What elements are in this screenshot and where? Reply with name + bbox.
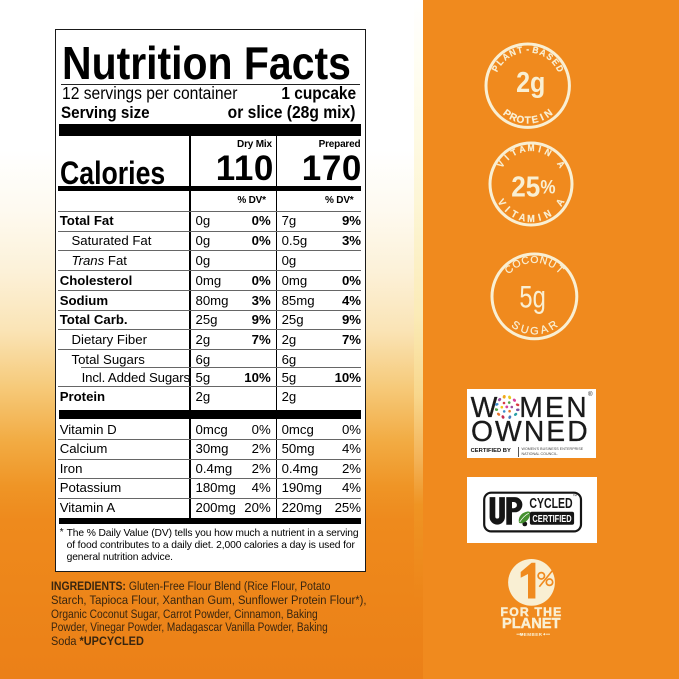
svg-text:E: E xyxy=(531,114,540,126)
svg-text:A: A xyxy=(555,159,567,170)
svg-text:N: N xyxy=(507,46,517,58)
svg-text:25%: 25% xyxy=(511,170,555,203)
svg-text:I: I xyxy=(539,112,546,123)
svg-text:A: A xyxy=(539,323,550,337)
svg-text:5g: 5g xyxy=(519,279,545,314)
svg-text:L: L xyxy=(494,56,506,67)
svg-text:I: I xyxy=(502,153,511,162)
svg-text:CERTIFIED: CERTIFIED xyxy=(532,513,572,524)
svg-text:I: I xyxy=(502,204,512,214)
svg-text:M: M xyxy=(527,213,535,224)
svg-text:MEMBER: MEMBER xyxy=(520,632,543,637)
svg-text:O: O xyxy=(515,114,525,126)
svg-text:A: A xyxy=(517,143,526,155)
svg-text:N: N xyxy=(538,255,548,268)
svg-text:T: T xyxy=(509,146,519,158)
svg-text:A: A xyxy=(500,50,512,62)
svg-text:O: O xyxy=(530,255,538,266)
svg-text:U: U xyxy=(519,323,530,337)
svg-text:G: G xyxy=(530,325,539,337)
svg-text:I: I xyxy=(537,144,542,155)
svg-text:M: M xyxy=(527,143,534,153)
svg-text:V: V xyxy=(495,159,507,170)
svg-text:T: T xyxy=(525,115,531,126)
svg-text:P: P xyxy=(490,63,502,73)
svg-text:S: S xyxy=(544,51,555,63)
svg-text:B: B xyxy=(531,44,539,55)
svg-text:N: N xyxy=(542,146,552,158)
svg-text:T: T xyxy=(508,208,519,221)
svg-text:A: A xyxy=(517,212,526,225)
svg-text:T: T xyxy=(516,44,524,55)
svg-text:N: N xyxy=(542,208,553,221)
svg-text:™: ™ xyxy=(573,493,578,498)
svg-text:A: A xyxy=(538,46,548,58)
svg-text:-: - xyxy=(526,44,529,54)
svg-text:I: I xyxy=(537,212,543,224)
svg-text:C: C xyxy=(520,255,530,268)
svg-text:D: D xyxy=(554,63,566,73)
svg-text:FOR THE: FOR THE xyxy=(501,605,563,619)
svg-text:PLANET: PLANET xyxy=(502,616,560,632)
svg-text:CYCLED: CYCLED xyxy=(529,495,572,511)
svg-text:2g: 2g xyxy=(516,66,545,98)
svg-text:E: E xyxy=(550,56,562,67)
